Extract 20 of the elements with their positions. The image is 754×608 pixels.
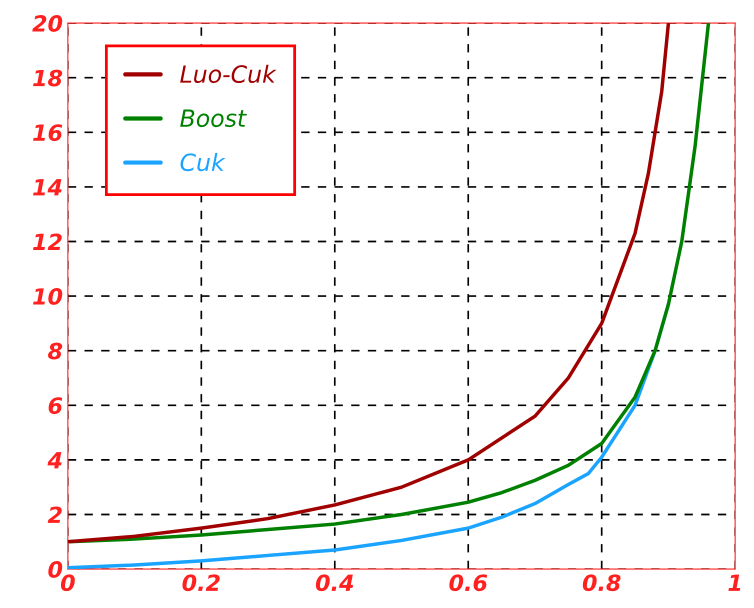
y-tick-label: 10 <box>33 288 62 305</box>
x-tick-label: 0.4 <box>316 574 354 592</box>
y-tick-label: 16 <box>33 124 62 142</box>
y-tick-label: 4 <box>48 452 62 468</box>
x-tick-label: 1 <box>728 574 740 591</box>
legend-label: Cuk <box>180 152 226 172</box>
y-tick-label: 20 <box>32 15 62 32</box>
x-tick-label: 0.2 <box>182 574 220 592</box>
x-tick-label: 0.6 <box>449 574 488 592</box>
legend-label: Luo-Cuk <box>180 64 277 83</box>
y-tick-label: 12 <box>33 233 62 250</box>
y-tick-label: 6 <box>48 397 62 414</box>
y-tick-label: 8 <box>48 342 62 360</box>
legend-label: Boost <box>180 110 247 128</box>
x-tick-label: 0.8 <box>582 574 621 592</box>
y-tick-label: 14 <box>33 179 62 196</box>
x-tick-label: 0 <box>60 574 75 592</box>
y-tick-label: 18 <box>33 70 62 86</box>
y-tick-label: 0 <box>48 561 62 578</box>
y-tick-label: 2 <box>48 506 62 523</box>
